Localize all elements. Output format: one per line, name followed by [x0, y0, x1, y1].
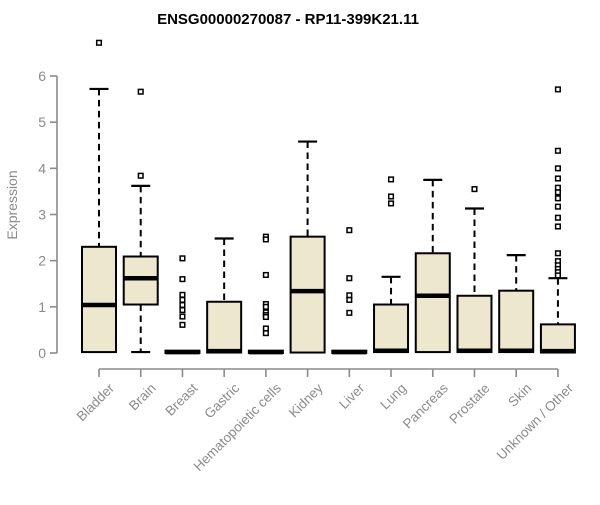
y-tick-label: 4 [38, 160, 46, 176]
outlier-point [179, 313, 186, 320]
outlier-point [179, 307, 186, 314]
box-series [81, 39, 576, 355]
outlier-point [179, 255, 186, 262]
outlier-point [262, 271, 269, 279]
iqr-box [206, 300, 243, 354]
boxplot-group-unknown-other [539, 86, 576, 354]
outlier-point [346, 275, 353, 282]
iqr-box [122, 255, 159, 306]
iqr-box [81, 245, 117, 354]
y-tick-label: 2 [38, 253, 46, 269]
outlier-point [554, 189, 561, 196]
iqr-box [539, 323, 576, 354]
y-tick-label: 6 [38, 68, 46, 84]
outlier-point [137, 172, 144, 179]
outlier-point [554, 165, 561, 172]
outlier-point [346, 227, 353, 234]
boxplot-group-gastric [206, 237, 243, 354]
y-tick-label: 5 [38, 114, 46, 130]
x-tick-label: Bladder [74, 380, 118, 424]
iqr-box [498, 289, 535, 354]
boxplot-group-breast [164, 255, 201, 355]
x-tick-label: Liver [336, 380, 368, 412]
outlier-point [262, 236, 269, 243]
chart-title: ENSG00000270087 - RP11-399K21.11 [157, 11, 419, 28]
outlier-point [554, 250, 561, 257]
y-axis-title: Expression [4, 170, 20, 239]
iqr-box [373, 303, 410, 354]
boxplot-group-skin [498, 254, 535, 354]
x-tick-label: Pancreas [400, 380, 451, 431]
outlier-point [387, 176, 395, 183]
outlier-point [179, 276, 186, 283]
outlier-point [179, 296, 186, 303]
y-tick-label: 0 [38, 345, 46, 361]
iqr-box [456, 294, 493, 354]
boxplot-group-bladder [81, 39, 117, 354]
boxplot-group-prostate [456, 186, 493, 354]
outlier-point [262, 313, 269, 321]
outlier-point [554, 86, 561, 93]
boxplot-group-brain [122, 88, 159, 354]
outlier-point [179, 301, 186, 309]
x-tick-label: Lung [377, 381, 409, 413]
y-tick-label: 3 [38, 207, 46, 223]
iqr-box [414, 252, 451, 354]
y-axis: 0 1 2 3 4 5 6 [38, 68, 58, 361]
boxplot-group-hematopoietic-cells [247, 233, 284, 355]
iqr-box [289, 235, 326, 354]
boxplot-group-lung [373, 176, 410, 354]
x-tick-label: Kidney [286, 380, 326, 420]
outlier-point [387, 200, 395, 207]
outlier-point [554, 195, 561, 202]
boxplot-group-liver [331, 227, 368, 355]
boxplot-group-pancreas [414, 178, 451, 354]
outlier-point [471, 186, 478, 193]
outlier-point [554, 203, 561, 210]
x-tick-label: Unknown / Other [494, 380, 577, 463]
y-tick-label: 1 [38, 299, 46, 315]
outlier-point [95, 39, 103, 46]
boxplot-group-kidney [289, 140, 326, 354]
outlier-point [346, 296, 353, 303]
outlier-point [554, 214, 561, 221]
outlier-point [554, 272, 561, 279]
x-tick-label: Gastric [201, 380, 242, 421]
outlier-point [554, 147, 561, 154]
outlier-point [387, 193, 395, 200]
x-tick-label: Breast [162, 380, 200, 418]
outlier-point [554, 175, 561, 182]
x-tick-label: Brain [126, 381, 159, 414]
outlier-point [346, 309, 353, 316]
outlier-point [179, 291, 186, 298]
outlier-point [179, 321, 186, 328]
x-tick-label: Prostate [446, 381, 492, 427]
outlier-point [554, 223, 561, 230]
outlier-point [262, 330, 269, 337]
outlier-point [262, 303, 269, 310]
x-tick-label: Skin [505, 381, 534, 410]
outlier-point [137, 88, 144, 95]
